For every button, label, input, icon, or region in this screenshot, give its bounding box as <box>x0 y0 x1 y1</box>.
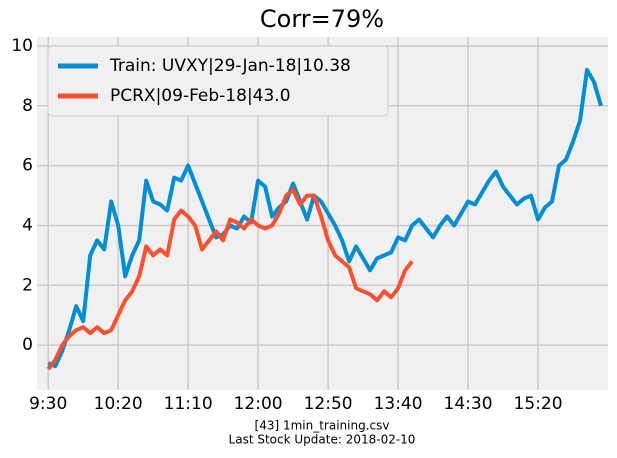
x-tick-label: 15:20 <box>514 394 563 414</box>
y-tick-label: 6 <box>22 156 33 176</box>
y-tick-label: 4 <box>22 215 33 235</box>
legend-box <box>47 45 389 117</box>
x-tick-label: 14:30 <box>444 394 493 414</box>
y-tick-label: 2 <box>22 275 33 295</box>
footer: [43] 1min_training.csv <box>255 419 390 433</box>
y-tick-label: 0 <box>22 335 33 355</box>
legend-label: Train: UVXY|29-Jan-18|10.38 <box>109 56 351 76</box>
x-tick-label: 11:10 <box>164 394 213 414</box>
x-tick-label: 12:00 <box>234 394 283 414</box>
x-tick-label: 13:40 <box>374 394 423 414</box>
legend-label: PCRX|09-Feb-18|43.0 <box>110 86 291 106</box>
chart-title: Corr=79% <box>260 5 384 33</box>
series-line <box>46 187 414 371</box>
x-tick-label: 10:20 <box>94 394 143 414</box>
series-line <box>47 67 603 369</box>
x-tick-label: 9:30 <box>29 394 67 414</box>
x-tick-label: 12:50 <box>304 394 353 414</box>
footer: Last Stock Update: 2018-02-10 <box>229 433 416 447</box>
y-tick-label: 10 <box>11 36 33 56</box>
y-tick-label: 8 <box>22 96 33 116</box>
